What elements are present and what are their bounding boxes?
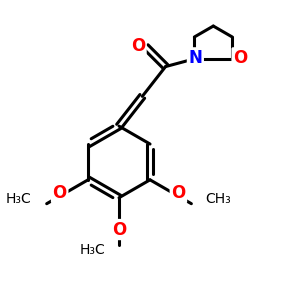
Text: O: O bbox=[112, 220, 126, 238]
Text: O: O bbox=[131, 37, 145, 55]
Text: N: N bbox=[188, 49, 202, 67]
Text: O: O bbox=[171, 184, 185, 202]
Text: O: O bbox=[52, 184, 67, 202]
Text: O: O bbox=[233, 49, 247, 67]
Text: H₃C: H₃C bbox=[6, 192, 32, 206]
Text: O: O bbox=[233, 49, 247, 67]
Text: O: O bbox=[131, 37, 145, 55]
Text: O: O bbox=[52, 184, 67, 202]
Text: CH₃: CH₃ bbox=[205, 192, 231, 206]
Text: N: N bbox=[188, 49, 202, 67]
Text: O: O bbox=[112, 220, 126, 238]
Text: O: O bbox=[171, 184, 185, 202]
Text: H₃C: H₃C bbox=[80, 243, 105, 257]
